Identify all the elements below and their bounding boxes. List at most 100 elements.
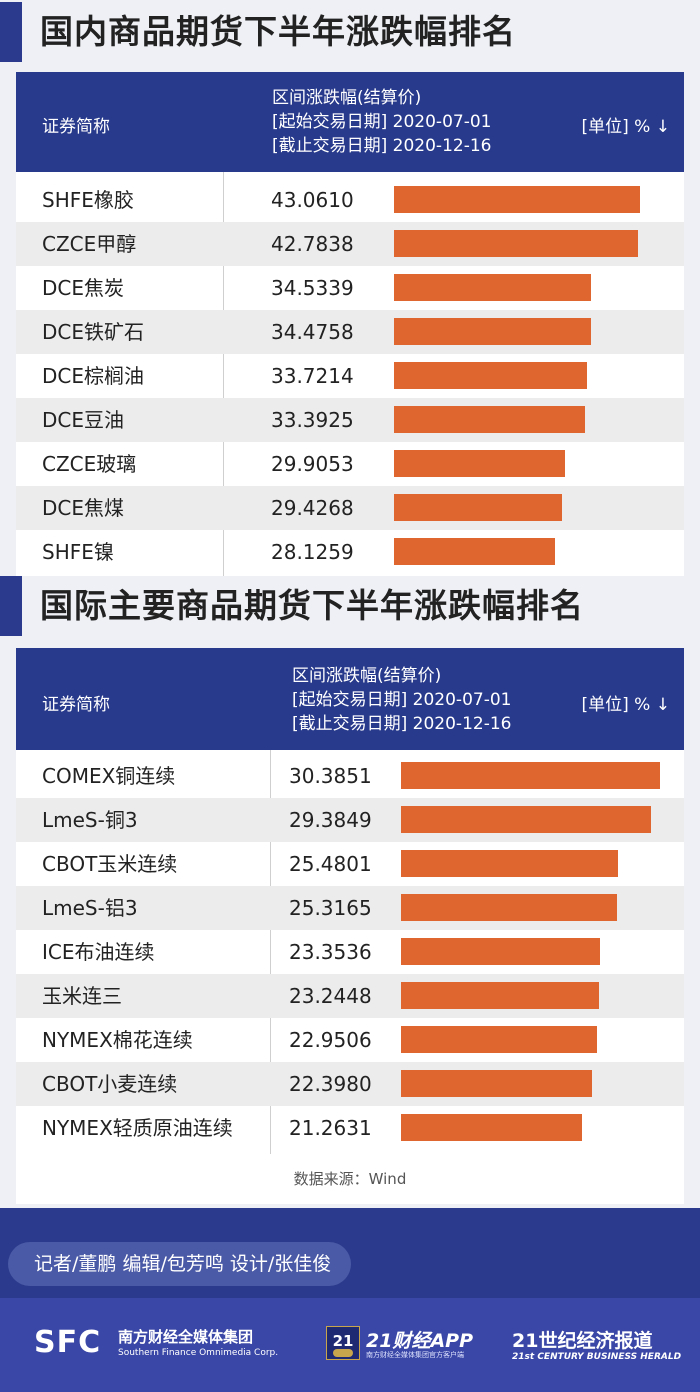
col-header-name: 证券简称 xyxy=(42,695,110,715)
row-value-label: 22.3980 xyxy=(289,1072,372,1096)
col-header-unit: [单位] % ↓ xyxy=(581,695,670,715)
data-source: 数据来源：Wind xyxy=(293,1170,407,1188)
domestic-title: 国内商品期货下半年涨跌幅排名 xyxy=(40,12,516,51)
footer: 记者/董鹏 编辑/包芳鸣 设计/张佳俊 SFC 南方财经全媒体集团 Southe… xyxy=(0,1208,700,1392)
range-line-1: 区间涨跌幅(结算价) xyxy=(272,88,422,108)
international-title: 国际主要商品期货下半年涨跌幅排名 xyxy=(40,586,584,625)
value-bar xyxy=(394,538,555,565)
sfc-name-cn: 南方财经全媒体集团 xyxy=(118,1328,254,1346)
table-row: LmeS-铜3 29.3849 xyxy=(16,798,684,842)
row-category-label: LmeS-铝3 xyxy=(42,896,138,920)
row-value-label: 22.9506 xyxy=(289,1028,372,1052)
range-line-1: 区间涨跌幅(结算价) xyxy=(292,666,442,686)
table-row: DCE焦炭 34.5339 xyxy=(16,266,684,310)
row-category-label: DCE铁矿石 xyxy=(42,320,145,344)
row-value-label: 23.2448 xyxy=(289,984,372,1008)
table-row: SHFE橡胶 43.0610 xyxy=(16,178,684,222)
value-bar xyxy=(401,982,600,1009)
value-bar xyxy=(401,1026,597,1053)
value-bar xyxy=(394,186,640,213)
value-bar xyxy=(401,762,660,789)
domestic-section-title: 国内商品期货下半年涨跌幅排名 xyxy=(0,2,700,62)
row-category-label: DCE焦煤 xyxy=(42,496,125,520)
domestic-table: 证券简称 区间涨跌幅(结算价) [起始交易日期] 2020-07-01 [截止交… xyxy=(16,72,684,576)
row-category-label: NYMEX轻质原油连续 xyxy=(42,1116,233,1140)
value-bar xyxy=(394,318,591,345)
col-header-unit: [单位] % ↓ xyxy=(581,117,670,137)
row-value-label: 34.4758 xyxy=(271,320,354,344)
value-bar xyxy=(394,362,587,389)
row-value-label: 33.3925 xyxy=(271,408,354,432)
row-category-label: DCE豆油 xyxy=(42,408,125,432)
table-row: DCE豆油 33.3925 xyxy=(16,398,684,442)
title-accent-bar xyxy=(0,576,22,636)
table-row: NYMEX轻质原油连续 21.2631 xyxy=(16,1106,684,1150)
value-bar xyxy=(401,938,601,965)
table-row: SHFE镍 28.1259 xyxy=(16,530,684,574)
value-bar xyxy=(401,850,619,877)
row-value-label: 21.2631 xyxy=(289,1116,372,1140)
row-category-label: DCE棕榈油 xyxy=(42,364,145,388)
row-category-label: LmeS-铜3 xyxy=(42,808,138,832)
value-bar xyxy=(394,230,639,257)
table-row: LmeS-铝3 25.3165 xyxy=(16,886,684,930)
credits-pill: 记者/董鹏 编辑/包芳鸣 设计/张佳俊 xyxy=(8,1242,352,1286)
row-category-label: COMEX铜连续 xyxy=(42,764,176,788)
row-category-label: ICE布油连续 xyxy=(42,940,155,964)
row-category-label: NYMEX棉花连续 xyxy=(42,1028,193,1052)
domestic-table-header: 证券简称 区间涨跌幅(结算价) [起始交易日期] 2020-07-01 [截止交… xyxy=(16,72,684,172)
value-bar xyxy=(401,1114,583,1141)
value-bar xyxy=(401,894,617,921)
range-line-2: [起始交易日期] 2020-07-01 xyxy=(272,112,492,132)
sfc-name-en: Southern Finance Omnimedia Corp. xyxy=(118,1348,279,1358)
value-bar xyxy=(394,274,592,301)
title-accent-bar xyxy=(0,2,22,62)
table-row: ICE布油连续 23.3536 xyxy=(16,930,684,974)
international-table: 证券简称 区间涨跌幅(结算价) [起始交易日期] 2020-07-01 [截止交… xyxy=(16,648,684,1204)
col-header-range: 区间涨跌幅(结算价) [起始交易日期] 2020-07-01 [截止交易日期] … xyxy=(292,664,511,736)
table-row: COMEX铜连续 30.3851 xyxy=(16,754,684,798)
value-bar xyxy=(394,450,565,477)
table-row: NYMEX棉花连续 22.9506 xyxy=(16,1018,684,1062)
column-divider xyxy=(270,750,271,1154)
row-category-label: CZCE甲醇 xyxy=(42,232,137,256)
value-bar xyxy=(394,494,563,521)
sfc-logo: SFC xyxy=(34,1325,102,1360)
logo-strip: SFC 南方财经全媒体集团 Southern Finance Omnimedia… xyxy=(0,1298,700,1392)
table-row: CZCE甲醇 42.7838 xyxy=(16,222,684,266)
row-value-label: 29.4268 xyxy=(271,496,354,520)
table-row: CZCE玻璃 29.9053 xyxy=(16,442,684,486)
column-divider xyxy=(223,172,224,576)
row-value-label: 25.3165 xyxy=(289,896,372,920)
row-value-label: 42.7838 xyxy=(271,232,354,256)
value-bar xyxy=(394,406,585,433)
app-title: 21财经APP xyxy=(366,1330,473,1352)
badge-label: 21 xyxy=(332,1332,354,1350)
row-category-label: DCE焦炭 xyxy=(42,276,125,300)
row-category-label: CBOT小麦连续 xyxy=(42,1072,178,1096)
row-category-label: CZCE玻璃 xyxy=(42,452,137,476)
herald-name-cn: 21世纪经济报道 xyxy=(512,1330,653,1352)
table-row: DCE棕榈油 33.7214 xyxy=(16,354,684,398)
row-category-label: SHFE镍 xyxy=(42,540,114,564)
table-row: 玉米连三 23.2448 xyxy=(16,974,684,1018)
row-value-label: 30.3851 xyxy=(289,764,372,788)
table-row: DCE铁矿石 34.4758 xyxy=(16,310,684,354)
app-subtitle: 南方财经全媒体集团官方客户端 xyxy=(366,1351,464,1359)
table-row: CBOT小麦连续 22.3980 xyxy=(16,1062,684,1106)
row-category-label: CBOT玉米连续 xyxy=(42,852,178,876)
table-row: DCE焦煤 29.4268 xyxy=(16,486,684,530)
row-category-label: SHFE橡胶 xyxy=(42,188,134,212)
col-header-range: 区间涨跌幅(结算价) [起始交易日期] 2020-07-01 [截止交易日期] … xyxy=(272,86,491,158)
range-line-3: [截止交易日期] 2020-12-16 xyxy=(272,136,492,156)
international-section-title: 国际主要商品期货下半年涨跌幅排名 xyxy=(0,576,700,636)
row-value-label: 34.5339 xyxy=(271,276,354,300)
herald-name-en: 21st CENTURY BUSINESS HERALD xyxy=(512,1352,682,1362)
value-bar xyxy=(401,1070,592,1097)
row-value-label: 25.4801 xyxy=(289,852,372,876)
row-value-label: 28.1259 xyxy=(271,540,354,564)
international-table-header: 证券简称 区间涨跌幅(结算价) [起始交易日期] 2020-07-01 [截止交… xyxy=(16,648,684,750)
value-bar xyxy=(401,806,652,833)
row-value-label: 23.3536 xyxy=(289,940,372,964)
range-line-3: [截止交易日期] 2020-12-16 xyxy=(292,714,512,734)
